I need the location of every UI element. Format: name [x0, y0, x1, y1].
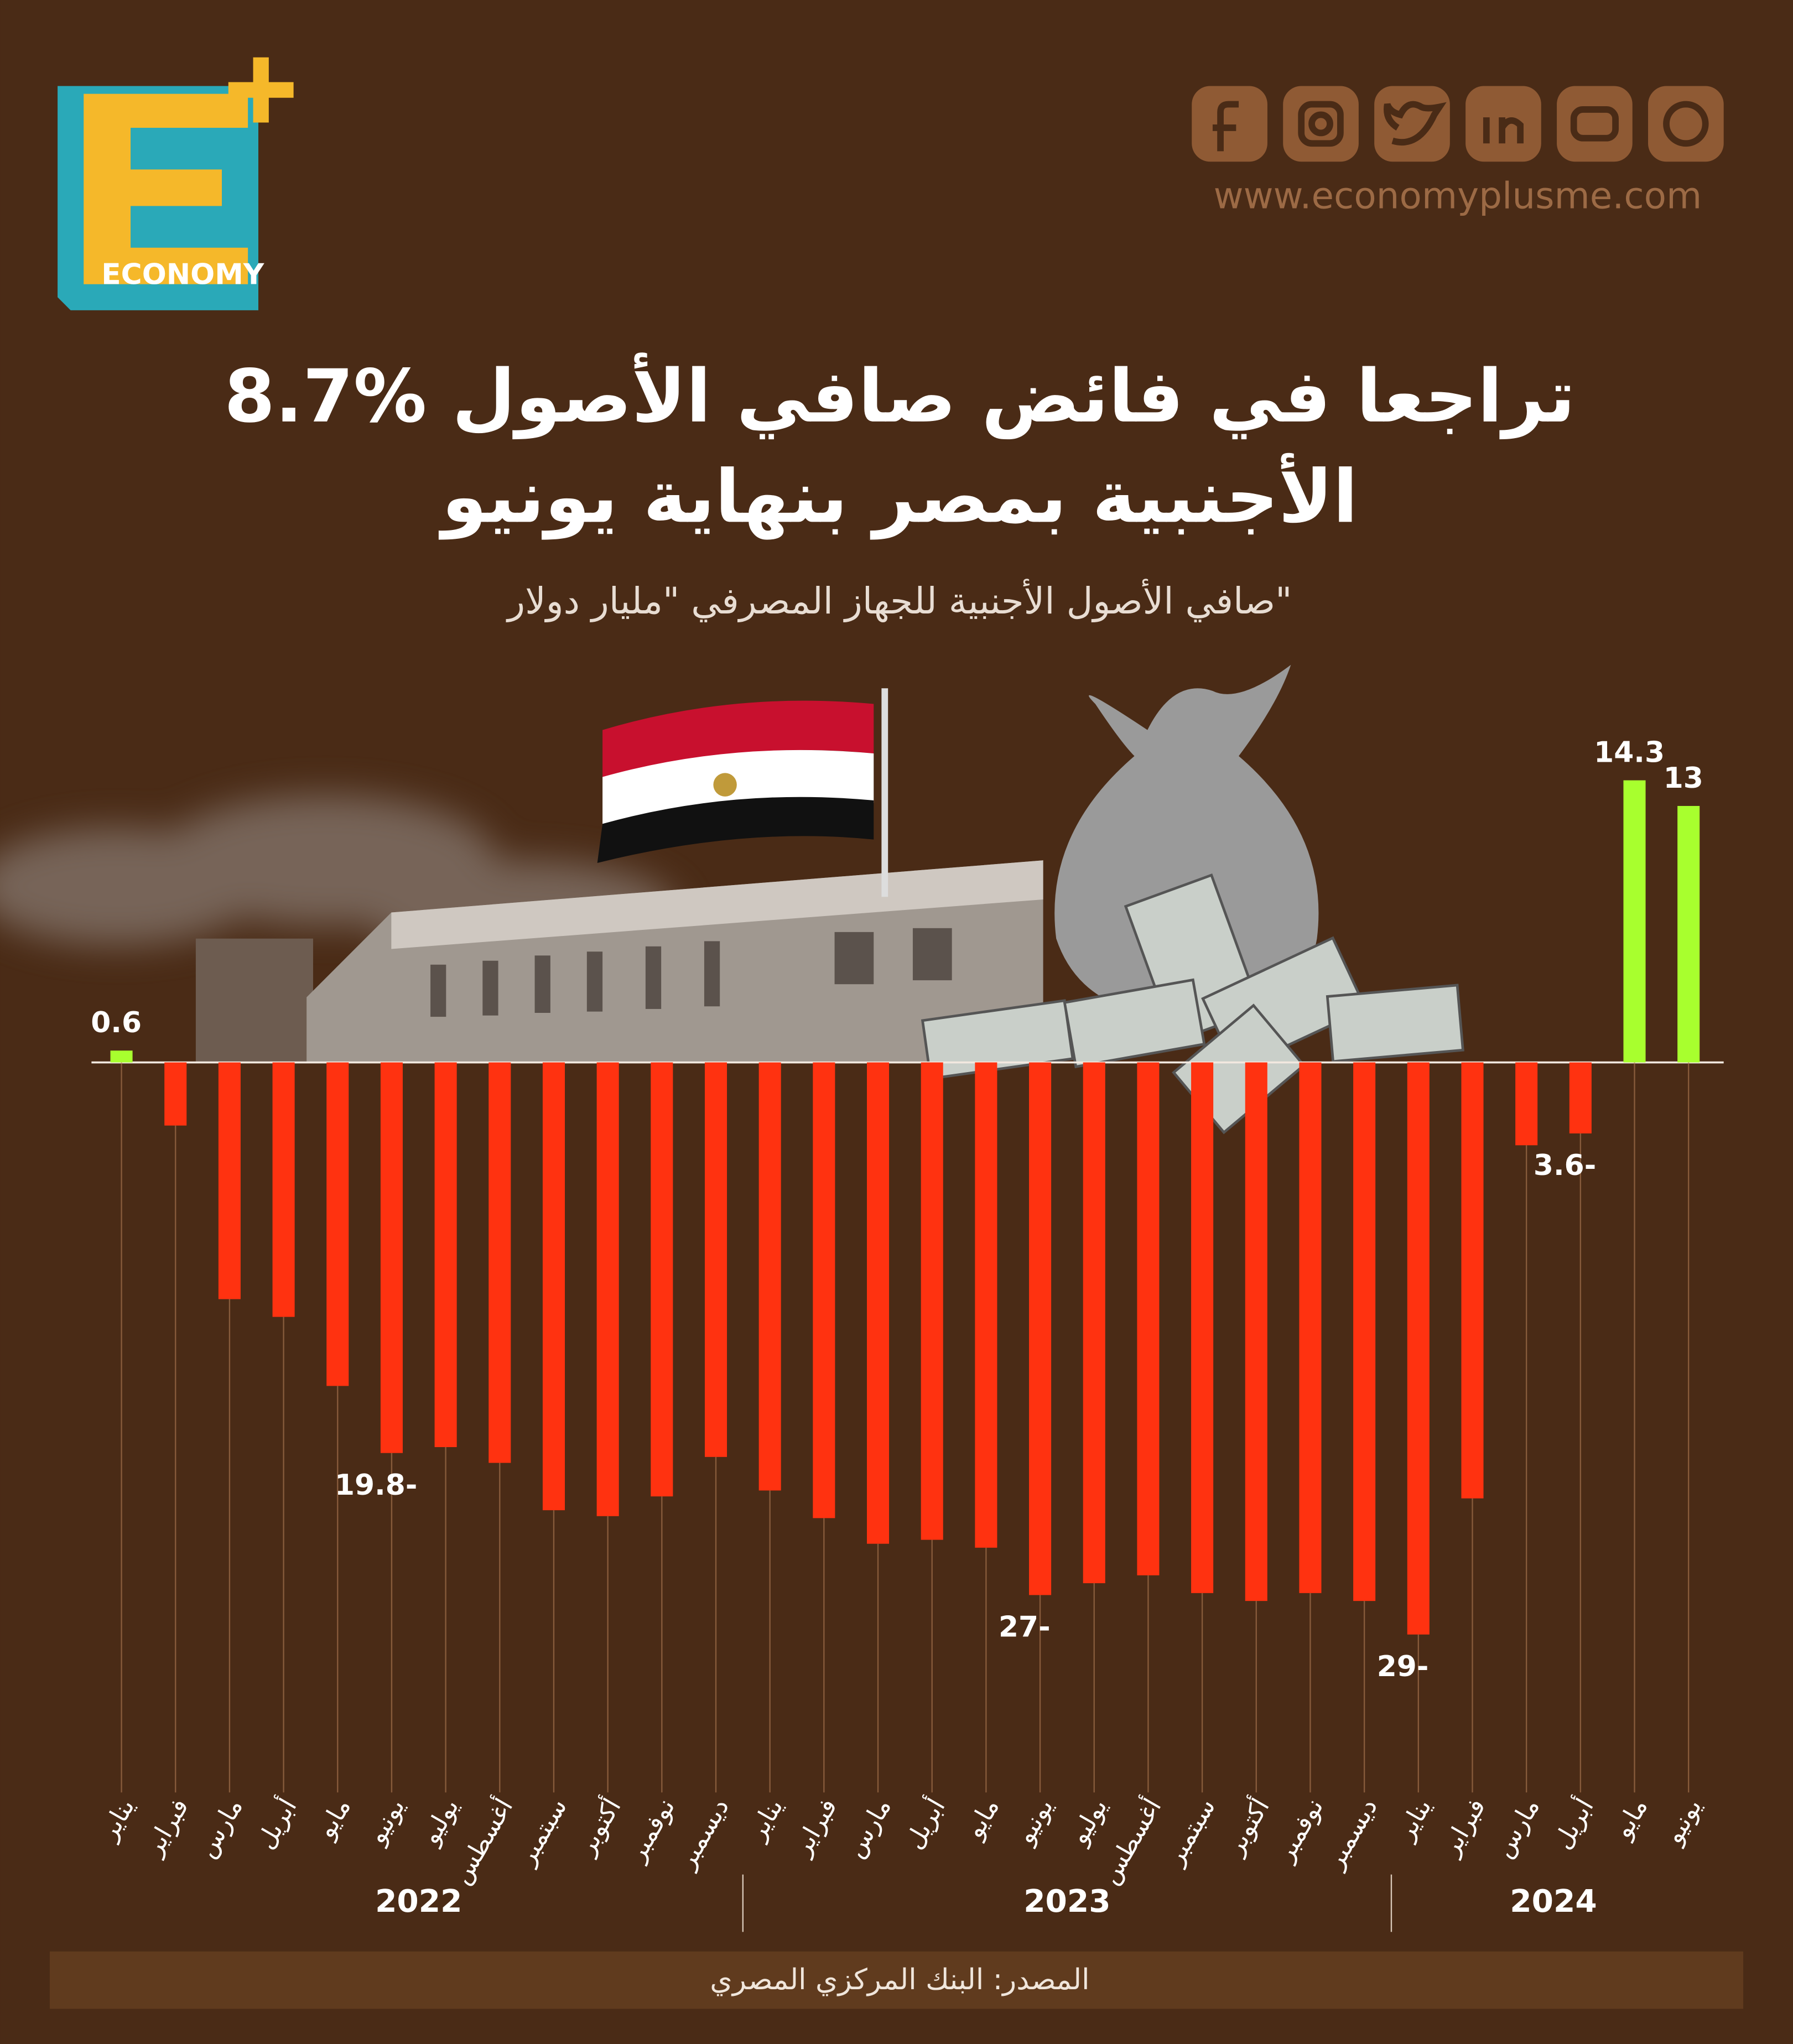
year-label: 2024 — [1510, 1884, 1597, 1920]
source-bar — [49, 1951, 1744, 2009]
bar — [542, 1062, 565, 1511]
value-label: 3.6- — [1534, 1149, 1596, 1182]
bar — [434, 1062, 457, 1447]
twitter-icon[interactable] — [1374, 86, 1450, 162]
bar — [1515, 1062, 1538, 1146]
bar — [867, 1062, 890, 1544]
bar — [1353, 1062, 1376, 1601]
bar — [1083, 1062, 1105, 1584]
icon-glyphs — [1212, 101, 1709, 152]
brand: ECONOMY — [101, 258, 265, 292]
bar — [380, 1062, 403, 1453]
youtube-icon[interactable] — [1557, 86, 1633, 162]
value-label: 0.6 — [91, 1006, 142, 1039]
bar — [1245, 1062, 1267, 1601]
bar — [1569, 1062, 1592, 1133]
bar — [272, 1062, 295, 1317]
bar — [921, 1062, 943, 1540]
bar — [1623, 780, 1646, 1063]
bar — [813, 1062, 835, 1518]
bar — [1407, 1062, 1430, 1635]
bar — [1137, 1062, 1160, 1575]
title-line: الأجنبية بمصر بنهاية يونيو — [438, 453, 1358, 540]
bar — [326, 1062, 349, 1386]
instagram-icon[interactable] — [1283, 86, 1359, 162]
value-label: 27- — [999, 1611, 1051, 1644]
source: المصدر: البنك المركزي المصري — [710, 1963, 1089, 1996]
website[interactable]: www.economyplusme.com — [1214, 174, 1702, 217]
bar — [164, 1062, 187, 1126]
value-label: 19.8- — [335, 1469, 417, 1502]
bar — [218, 1062, 241, 1299]
bar — [488, 1062, 511, 1463]
bar — [704, 1062, 727, 1457]
bar — [1299, 1062, 1322, 1593]
bar — [1029, 1062, 1052, 1595]
title-line: 8.7% تراجعا في فائض صافي الأصول — [224, 352, 1575, 440]
threads-icon[interactable] — [1648, 86, 1724, 162]
value-label: 14.3 — [1594, 736, 1665, 769]
subtitle: صافي الأصول الأجنبية للجهاز المصرفي "ملي… — [506, 579, 1292, 622]
bar — [596, 1062, 619, 1516]
illustration — [0, 664, 1464, 1135]
value-label: 29- — [1377, 1650, 1429, 1683]
year-label: 2023 — [1023, 1884, 1110, 1920]
bar — [758, 1062, 781, 1491]
year-label: 2022 — [375, 1884, 462, 1920]
bar — [110, 1050, 133, 1063]
value-label: 13 — [1664, 762, 1703, 795]
bar — [975, 1062, 997, 1548]
facebook-icon[interactable] — [1192, 86, 1267, 162]
bar — [1191, 1062, 1214, 1593]
logo: ECONOMY — [58, 57, 294, 310]
bar — [1461, 1062, 1484, 1499]
bar — [651, 1062, 673, 1497]
bar — [1677, 805, 1700, 1063]
